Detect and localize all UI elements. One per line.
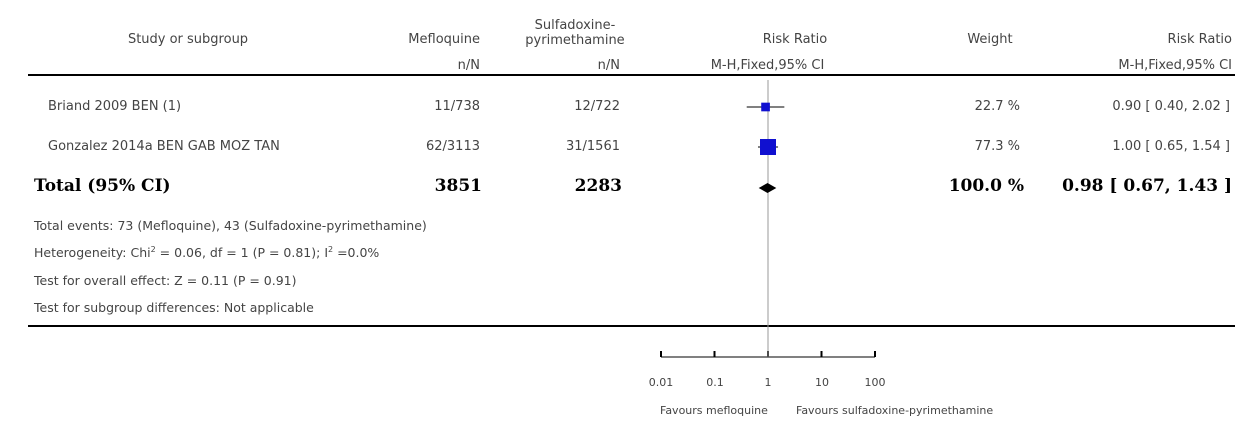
favours-right-label: Favours sulfadoxine-pyrimethamine bbox=[796, 404, 994, 417]
study-mefloquine-events: 62/3113 bbox=[425, 139, 480, 154]
header-sp-sub: n/N bbox=[597, 58, 620, 73]
header-rr-title: Risk Ratio bbox=[1167, 32, 1232, 47]
axis-tick-label: 0.01 bbox=[648, 376, 674, 389]
het-sup2: 2 bbox=[328, 245, 334, 254]
subgroup-note: Test for subgroup differences: Not appli… bbox=[34, 300, 314, 315]
het-c: =0.0% bbox=[333, 245, 380, 261]
study-name: Briand 2009 BEN (1) bbox=[48, 99, 182, 114]
total-sp: 2283 bbox=[574, 176, 622, 196]
header-rr-sub: M-H,Fixed,95% CI bbox=[1118, 58, 1232, 73]
study-effect-marker bbox=[761, 102, 770, 112]
favours-left-label: Favours mefloquine bbox=[660, 404, 768, 417]
total-rr-text: 0.98 [ 0.67, 1.43 ] bbox=[1062, 176, 1232, 196]
header-mefloquine-sub: n/N bbox=[457, 58, 480, 73]
study-sp-events: 12/722 bbox=[574, 99, 620, 114]
het-sup1: 2 bbox=[150, 245, 156, 254]
header-sp-line1: Sulfadoxine- bbox=[534, 18, 616, 33]
study-sp-events: 31/1561 bbox=[565, 139, 620, 154]
study-weight: 22.7 % bbox=[974, 99, 1020, 114]
header-sp: Sulfadoxine- pyrimethamine bbox=[510, 18, 640, 48]
study-rr-text: 0.90 [ 0.40, 2.02 ] bbox=[1112, 99, 1230, 114]
total-events-note: Total events: 73 (Mefloquine), 43 (Sulfa… bbox=[34, 218, 427, 233]
axis-tick-label: 1 bbox=[764, 376, 772, 389]
study-mefloquine-events: 11/738 bbox=[434, 99, 480, 114]
study-rr-text: 1.00 [ 0.65, 1.54 ] bbox=[1112, 139, 1230, 154]
pooled-diamond bbox=[758, 183, 777, 193]
header-weight: Weight bbox=[967, 32, 1013, 47]
total-mefloquine: 3851 bbox=[434, 176, 482, 196]
header-sp-line2: pyrimethamine bbox=[525, 33, 625, 48]
study-name: Gonzalez 2014a BEN GAB MOZ TAN bbox=[48, 139, 280, 154]
axis-tick-label: 0.1 bbox=[706, 376, 724, 389]
header-mefloquine: Mefloquine bbox=[408, 32, 480, 47]
header-study: Study or subgroup bbox=[127, 32, 249, 47]
axis-tick-label: 10 bbox=[815, 376, 829, 389]
study-effect-marker bbox=[760, 139, 776, 155]
header-plot-sub: M-H,Fixed,95% CI bbox=[710, 58, 825, 73]
heterogeneity-note: Heterogeneity: Chi2 = 0.06, df = 1 (P = … bbox=[34, 245, 379, 260]
study-weight: 77.3 % bbox=[974, 139, 1020, 154]
overall-effect-note: Test for overall effect: Z = 0.11 (P = 0… bbox=[34, 273, 297, 288]
total-label: Total (95% CI) bbox=[34, 176, 171, 196]
axis-tick-label: 100 bbox=[864, 376, 886, 389]
het-a: Heterogeneity: Chi bbox=[34, 245, 151, 261]
het-b: = 0.06, df = 1 (P = 0.81); I bbox=[155, 245, 328, 261]
header-plot-title: Risk Ratio bbox=[762, 32, 828, 47]
study-marks-group bbox=[746, 102, 785, 155]
total-weight: 100.0 % bbox=[948, 176, 1024, 196]
